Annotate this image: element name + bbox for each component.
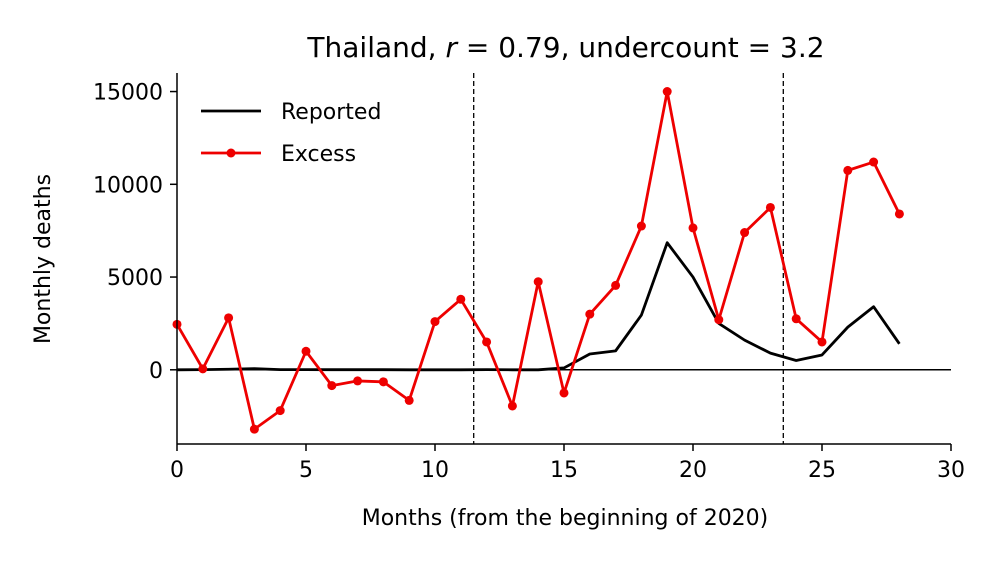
data-point-excess <box>301 346 311 356</box>
y-tick-label: 5000 <box>107 266 163 291</box>
data-point-excess <box>404 395 414 405</box>
x-tick-label: 30 <box>937 458 965 483</box>
data-point-excess <box>378 377 388 387</box>
data-point-excess <box>636 221 646 231</box>
series-line-reported <box>176 241 901 372</box>
data-point-excess <box>249 424 259 434</box>
data-point-excess <box>585 309 595 319</box>
y-tick-label: 0 <box>149 359 163 384</box>
chart-title-r-symbol: r <box>445 31 458 64</box>
x-tick-label: 0 <box>170 458 184 483</box>
x-tick-label: 5 <box>299 458 313 483</box>
data-point-excess <box>507 401 517 411</box>
data-point-excess <box>843 165 853 175</box>
data-point-excess <box>224 313 234 323</box>
legend-label-reported: Reported <box>281 100 381 125</box>
legend-label-excess: Excess <box>281 142 356 167</box>
data-point-excess <box>559 388 569 398</box>
x-tick-label: 10 <box>421 458 449 483</box>
x-ticks: 0 5 10 15 20 25 30 <box>170 444 965 483</box>
data-point-excess <box>662 87 672 97</box>
data-point-excess <box>817 337 827 347</box>
chart-title-country: Thailand, <box>306 31 445 64</box>
data-point-excess <box>688 223 698 233</box>
data-point-excess <box>456 294 466 304</box>
data-point-excess <box>894 209 904 219</box>
series-reported <box>176 241 901 372</box>
chart-title: Thailand, r = 0.79, undercount = 3.2 <box>306 31 824 64</box>
axes: 0 5 10 15 20 25 30 0 5000 10000 15000 <box>93 73 965 483</box>
data-point-excess <box>533 277 543 287</box>
data-point-excess <box>765 202 775 212</box>
series-excess <box>172 87 904 434</box>
x-axis-label: Months (from the beginning of 2020) <box>362 506 769 531</box>
data-point-excess <box>353 376 363 386</box>
data-point-excess <box>611 280 621 290</box>
legend-marker-excess <box>226 148 236 158</box>
data-point-excess <box>740 228 750 238</box>
data-point-excess <box>791 314 801 324</box>
data-point-excess <box>198 364 208 374</box>
data-point-excess <box>430 317 440 327</box>
data-point-excess <box>869 157 879 167</box>
x-tick-label: 15 <box>550 458 578 483</box>
x-tick-label: 20 <box>679 458 707 483</box>
data-point-excess <box>275 406 285 416</box>
legend: Reported Excess <box>201 100 381 167</box>
data-point-excess <box>714 315 724 325</box>
y-axis-label: Monthly deaths <box>31 174 56 344</box>
chart-title-stats: = 0.79, undercount = 3.2 <box>457 31 825 64</box>
data-point-excess <box>482 337 492 347</box>
data-point-excess <box>327 381 337 391</box>
x-tick-label: 25 <box>808 458 836 483</box>
y-ticks: 0 5000 10000 15000 <box>93 81 177 384</box>
series-layer <box>172 87 904 434</box>
y-tick-label: 15000 <box>93 81 163 106</box>
y-tick-label: 10000 <box>93 173 163 198</box>
plot-area <box>172 73 951 444</box>
